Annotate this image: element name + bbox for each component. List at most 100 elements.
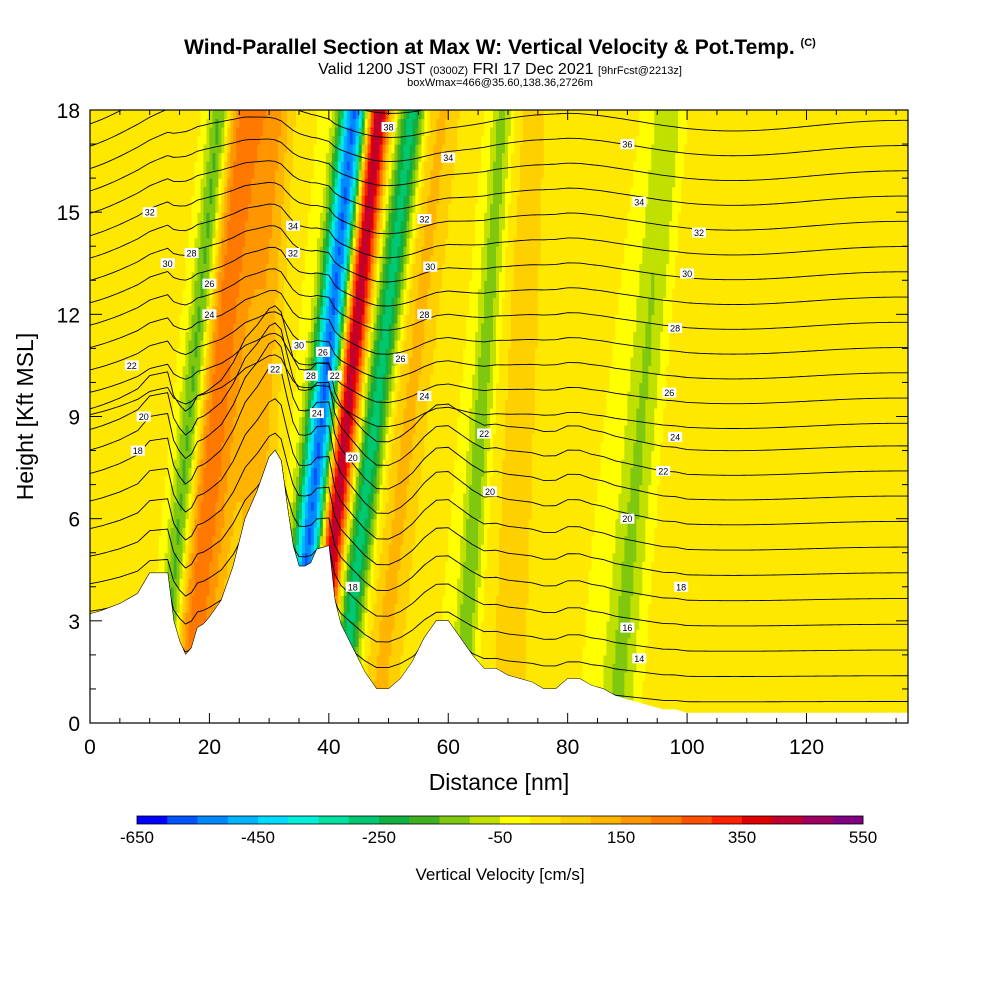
velocity-cell <box>107 544 112 554</box>
velocity-cell <box>137 305 142 315</box>
velocity-cell <box>125 586 130 596</box>
velocity-cell <box>113 373 118 384</box>
velocity-cell <box>101 280 106 290</box>
velocity-cell <box>107 578 112 588</box>
velocity-cell <box>137 322 142 332</box>
velocity-cell <box>119 416 124 426</box>
velocity-cell <box>98 110 103 120</box>
velocity-cell <box>98 254 103 264</box>
velocity-cell <box>125 476 130 486</box>
velocity-cell <box>98 476 103 486</box>
velocity-cell <box>104 203 109 213</box>
velocity-cell <box>95 467 100 477</box>
velocity-cell <box>134 476 139 486</box>
velocity-cell <box>119 365 124 375</box>
velocity-cell <box>128 399 133 409</box>
velocity-cell <box>110 305 115 315</box>
velocity-cell <box>95 476 100 486</box>
velocity-cell <box>104 263 109 273</box>
velocity-cell <box>137 561 142 571</box>
velocity-cell <box>92 144 97 154</box>
velocity-cell <box>101 365 106 375</box>
velocity-cell <box>113 586 118 596</box>
velocity-cell <box>131 544 136 554</box>
velocity-cell <box>90 220 94 230</box>
velocity-cell <box>107 442 112 452</box>
velocity-cell <box>110 314 115 324</box>
velocity-cell <box>119 271 124 281</box>
velocity-cell <box>98 407 103 418</box>
velocity-cell <box>122 407 127 418</box>
velocity-cell <box>107 373 112 384</box>
velocity-cell <box>113 271 118 281</box>
velocity-cell <box>101 595 106 605</box>
velocity-cell <box>101 425 106 435</box>
velocity-cell <box>134 305 139 315</box>
velocity-cell <box>110 322 115 332</box>
velocity-cell <box>104 382 109 392</box>
velocity-cell <box>104 552 109 562</box>
velocity-cell <box>113 152 118 162</box>
velocity-cell <box>119 586 124 596</box>
velocity-cell <box>119 450 124 460</box>
velocity-cell <box>107 416 112 426</box>
velocity-cell <box>125 578 130 588</box>
velocity-cell <box>128 246 133 256</box>
valid-time-line: Valid 1200 JST (0300Z) FRI 17 Dec 2021 [… <box>0 61 1000 79</box>
velocity-cell <box>92 510 97 520</box>
velocity-cell <box>92 561 97 571</box>
velocity-cell <box>92 425 97 435</box>
velocity-cell <box>137 552 142 562</box>
velocity-cell <box>95 510 100 520</box>
velocity-cell <box>90 569 94 579</box>
velocity-cell <box>101 382 106 392</box>
velocity-cell <box>92 322 97 332</box>
velocity-cell <box>113 552 118 562</box>
velocity-cell <box>110 280 115 290</box>
velocity-cell <box>131 407 136 418</box>
velocity-cell <box>134 237 139 247</box>
velocity-cell <box>95 425 100 435</box>
velocity-cell <box>137 467 142 477</box>
velocity-cell <box>116 586 121 596</box>
velocity-cell <box>113 510 118 520</box>
velocity-cell <box>101 237 106 247</box>
velocity-cell <box>113 501 118 511</box>
velocity-cell <box>110 518 115 528</box>
velocity-cell <box>110 382 115 392</box>
velocity-cell <box>116 229 121 239</box>
velocity-cell <box>122 254 127 264</box>
velocity-cell <box>116 399 121 409</box>
velocity-cell <box>128 280 133 290</box>
velocity-cell <box>134 339 139 349</box>
velocity-cell <box>116 314 121 324</box>
velocity-cell <box>95 127 100 137</box>
velocity-cell <box>137 195 142 205</box>
velocity-cell <box>131 212 136 222</box>
velocity-cell <box>92 569 97 579</box>
velocity-cell <box>137 484 142 494</box>
velocity-cell <box>107 365 112 375</box>
velocity-cell <box>92 416 97 426</box>
velocity-cell <box>98 288 103 298</box>
velocity-cell <box>95 229 100 239</box>
velocity-cell <box>113 484 118 494</box>
velocity-cell <box>98 459 103 469</box>
velocity-cell <box>116 510 121 520</box>
velocity-cell <box>98 561 103 571</box>
velocity-cell <box>113 220 118 230</box>
velocity-cell <box>119 518 124 528</box>
velocity-cell <box>110 510 115 520</box>
velocity-cell <box>119 195 124 205</box>
velocity-cell <box>128 459 133 469</box>
velocity-cell <box>119 297 124 307</box>
velocity-cell <box>98 195 103 205</box>
velocity-cell <box>125 220 130 230</box>
velocity-cell <box>101 186 106 196</box>
velocity-cell <box>98 280 103 290</box>
velocity-cell <box>119 178 124 188</box>
velocity-cell <box>137 237 142 247</box>
velocity-cell <box>98 186 103 196</box>
velocity-cell <box>119 280 124 290</box>
